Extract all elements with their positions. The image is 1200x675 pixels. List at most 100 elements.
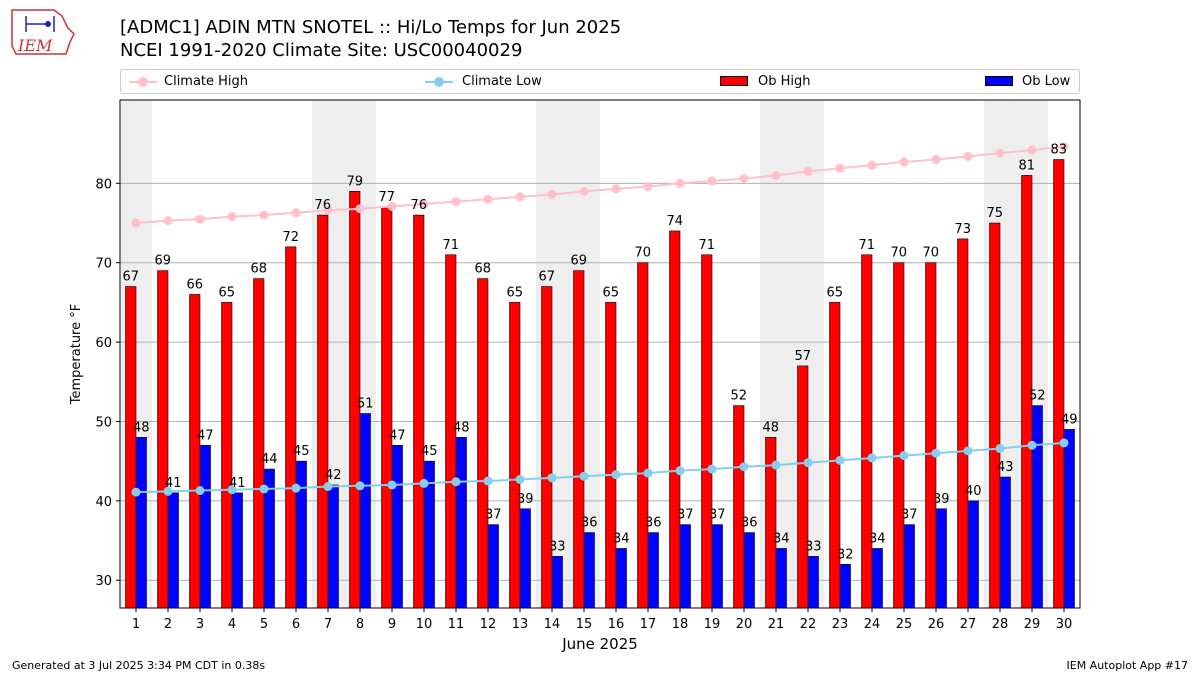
ob-high-bar-9 xyxy=(381,206,393,609)
y-tick-label-80: 80 xyxy=(95,177,112,192)
ob-high-bar-26 xyxy=(925,262,937,609)
climate-low-point-30 xyxy=(1059,438,1069,448)
climate-low-point-19 xyxy=(707,464,717,474)
chart-subtitle: NCEI 1991-2020 Climate Site: USC00040029 xyxy=(120,40,523,61)
climate-low-point-10 xyxy=(419,478,429,488)
ob-low-bar-27 xyxy=(967,500,979,609)
y-tick-label-50: 50 xyxy=(95,415,112,430)
ob-low-label-16: 34 xyxy=(613,531,630,546)
climate-low-point-1 xyxy=(131,487,141,497)
climate-high-point-23 xyxy=(835,163,845,173)
legend-label-climate-low: Climate Low xyxy=(462,74,542,89)
climate-low-point-6 xyxy=(291,483,301,493)
x-tick-label-4: 4 xyxy=(228,617,236,632)
climate-low-point-24 xyxy=(867,453,877,463)
ob-low-bar-13 xyxy=(519,508,531,609)
ob-high-bar-28 xyxy=(989,222,1001,609)
ob-low-bar-8 xyxy=(359,413,371,609)
ob-high-bar-10 xyxy=(413,214,425,609)
ob-high-label-3: 66 xyxy=(186,277,203,292)
x-tick-label-5: 5 xyxy=(260,617,268,632)
ob-low-label-1: 48 xyxy=(133,420,150,435)
y-tick-label-70: 70 xyxy=(95,257,112,272)
ob-high-label-13: 65 xyxy=(506,285,523,300)
iem-logo-icon: IEM xyxy=(11,9,75,55)
ob-low-label-6: 45 xyxy=(293,444,310,459)
ob-low-label-9: 47 xyxy=(389,428,406,443)
climate-low-marker-swatch xyxy=(434,77,444,87)
x-tick-label-23: 23 xyxy=(832,617,849,632)
climate-high-point-21 xyxy=(771,170,781,180)
x-tick-label-15: 15 xyxy=(576,617,593,632)
climate-high-point-1 xyxy=(131,218,141,228)
plot-frame xyxy=(119,99,1081,609)
x-tick-label-1: 1 xyxy=(132,617,140,632)
x-tick-label-8: 8 xyxy=(356,617,364,632)
ob-low-bar-6 xyxy=(295,460,307,609)
climate-high-point-29 xyxy=(1027,145,1037,155)
y-tick-label-40: 40 xyxy=(95,495,112,510)
x-tick-label-19: 19 xyxy=(704,617,721,632)
ob-low-bar-12 xyxy=(487,524,499,609)
ob-high-label-5: 68 xyxy=(250,262,267,277)
x-tick-label-24: 24 xyxy=(864,617,881,632)
ob-high-label-14: 67 xyxy=(538,270,555,285)
x-tick-label-16: 16 xyxy=(608,617,625,632)
ob-low-label-14: 33 xyxy=(549,539,566,554)
footer-app-text: IEM Autoplot App #17 xyxy=(1066,659,1189,672)
ob-high-bar-17 xyxy=(637,262,649,609)
ob-low-bar-24 xyxy=(871,548,883,609)
ob-low-label-19: 37 xyxy=(709,508,726,523)
ob-high-bar-13 xyxy=(509,302,521,609)
ob-high-label-11: 71 xyxy=(442,238,459,253)
ob-low-label-5: 44 xyxy=(261,452,278,467)
ob-low-label-12: 37 xyxy=(485,508,502,523)
ob-low-label-23: 32 xyxy=(837,547,854,562)
ob-high-bar-6 xyxy=(285,246,297,609)
ob-high-label-21: 48 xyxy=(762,420,779,435)
x-tick-label-27: 27 xyxy=(960,617,977,632)
ob-high-label-22: 57 xyxy=(794,349,811,364)
climate-high-point-18 xyxy=(675,178,685,188)
ob-low-label-17: 36 xyxy=(645,516,662,531)
ob-low-label-29: 52 xyxy=(1029,389,1046,404)
ob-high-bar-1 xyxy=(125,286,137,609)
climate-high-point-4 xyxy=(227,212,237,222)
ob-low-label-20: 36 xyxy=(741,516,758,531)
ob-low-bar-16 xyxy=(615,548,627,609)
ob-high-label-12: 68 xyxy=(474,262,491,277)
climate-low-point-3 xyxy=(195,486,205,496)
ob-high-label-19: 71 xyxy=(698,238,715,253)
ob-low-bar-19 xyxy=(711,524,723,609)
ob-high-label-9: 77 xyxy=(378,190,395,205)
ob-low-label-8: 51 xyxy=(357,397,374,412)
ob-low-label-26: 39 xyxy=(933,492,950,507)
climate-high-point-2 xyxy=(163,216,173,226)
legend-label-ob-low: Ob Low xyxy=(1022,74,1071,89)
climate-high-point-14 xyxy=(547,189,557,199)
ob-high-label-26: 70 xyxy=(922,246,939,261)
climate-high-point-12 xyxy=(483,194,493,204)
climate-low-point-29 xyxy=(1027,440,1037,450)
ob-high-label-6: 72 xyxy=(282,230,299,245)
ob-low-bar-15 xyxy=(583,532,595,609)
climate-low-point-22 xyxy=(803,458,813,468)
x-tick-label-25: 25 xyxy=(896,617,913,632)
ob-high-swatch xyxy=(720,76,748,86)
ob-low-bar-2 xyxy=(167,492,179,609)
ob-low-bar-17 xyxy=(647,532,659,609)
ob-low-bar-4 xyxy=(231,492,243,609)
ob-low-label-22: 33 xyxy=(805,539,822,554)
climate-low-point-7 xyxy=(323,482,333,492)
climate-low-point-4 xyxy=(227,485,237,495)
x-tick-label-30: 30 xyxy=(1056,617,1073,632)
ob-low-bar-18 xyxy=(679,524,691,609)
ob-low-bar-3 xyxy=(199,444,211,609)
climate-high-point-28 xyxy=(995,148,1005,158)
climate-high-point-26 xyxy=(931,155,941,165)
x-tick-label-9: 9 xyxy=(388,617,396,632)
climate-high-point-8 xyxy=(355,204,365,214)
ob-high-bar-7 xyxy=(317,214,329,609)
ob-low-bar-7 xyxy=(327,484,339,609)
